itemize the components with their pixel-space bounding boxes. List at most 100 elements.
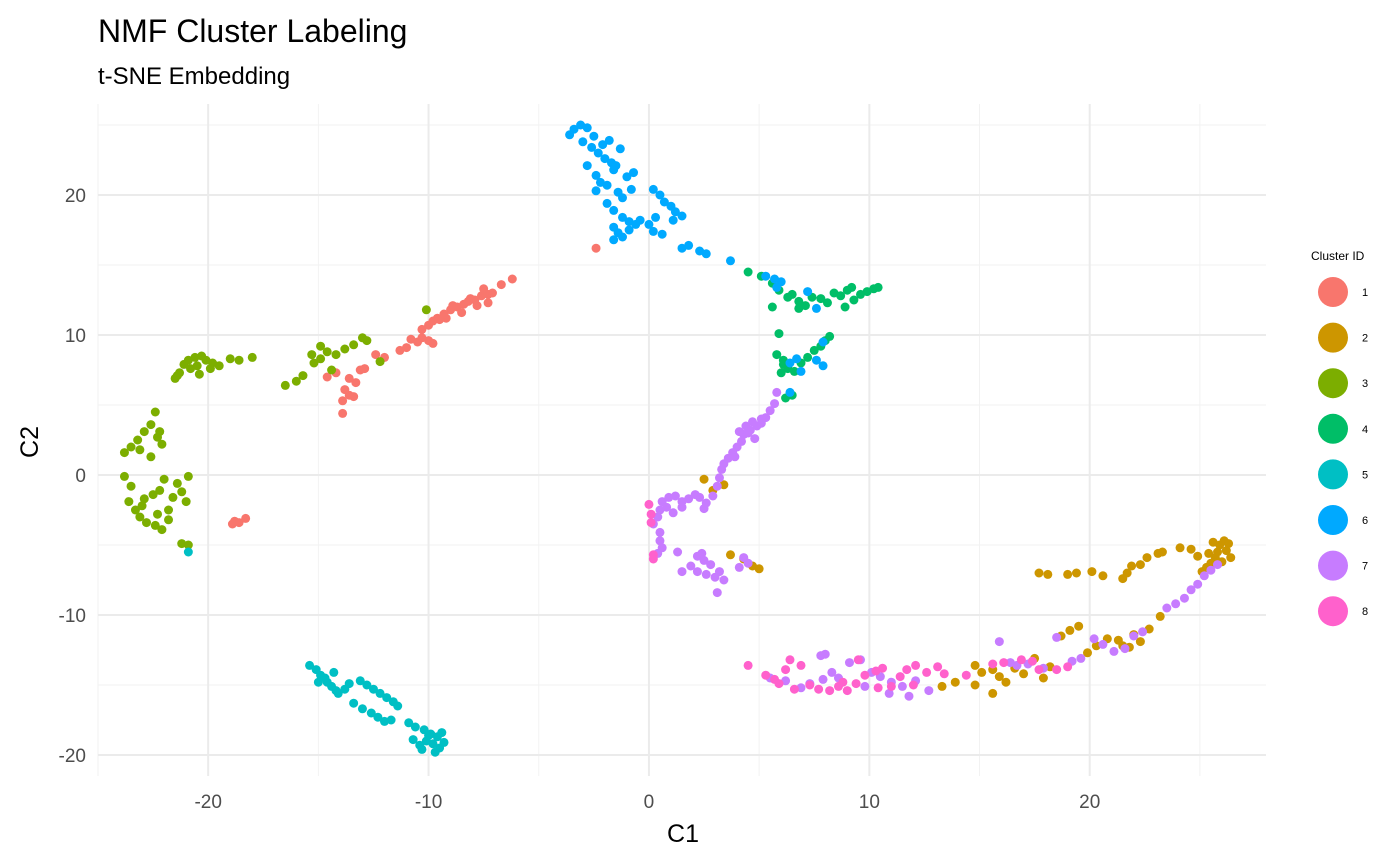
scatter-point-cluster-8 — [878, 663, 888, 673]
scatter-point-cluster-5 — [373, 712, 383, 722]
scatter-point-cluster-1 — [360, 364, 370, 374]
scatter-point-cluster-6 — [598, 140, 608, 150]
scatter-point-cluster-4 — [840, 302, 850, 312]
scatter-point-cluster-3 — [291, 376, 301, 386]
scatter-point-cluster-1 — [417, 324, 427, 334]
scatter-point-cluster-7 — [673, 547, 683, 557]
scatter-point-cluster-5 — [417, 744, 427, 754]
legend-label-4: 4 — [1362, 424, 1368, 436]
scatter-point-cluster-7 — [1186, 585, 1196, 595]
scatter-point-cluster-3 — [280, 380, 290, 390]
scatter-point-cluster-6 — [587, 142, 597, 152]
scatter-point-cluster-8 — [789, 684, 799, 694]
scatter-point-cluster-5 — [437, 728, 447, 738]
scatter-point-cluster-1 — [338, 396, 348, 406]
scatter-point-cluster-5 — [368, 684, 378, 694]
scatter-point-cluster-1 — [479, 284, 489, 294]
scatter-point-cluster-6 — [622, 172, 632, 182]
scatter-point-cluster-7 — [692, 567, 702, 577]
scatter-point-cluster-8 — [1016, 655, 1026, 665]
legend-label-2: 2 — [1362, 333, 1368, 345]
scatter-point-cluster-2 — [1193, 551, 1203, 561]
scatter-point-cluster-7 — [706, 560, 716, 570]
scatter-point-cluster-6 — [725, 256, 735, 266]
scatter-point-cluster-8 — [644, 499, 654, 509]
scatter-point-cluster-8 — [796, 660, 806, 670]
scatter-point-cluster-6 — [617, 212, 627, 222]
legend-key-8 — [1318, 596, 1348, 627]
chart-subtitle: t-SNE Embedding — [98, 63, 290, 90]
scatter-point-cluster-2 — [1135, 637, 1145, 647]
scatter-point-cluster-7 — [1052, 632, 1062, 642]
scatter-point-cluster-3 — [183, 471, 193, 481]
scatter-point-cluster-8 — [895, 672, 905, 682]
scatter-point-cluster-7 — [714, 567, 724, 577]
scatter-point-cluster-8 — [743, 660, 753, 670]
scatter-point-cluster-6 — [818, 337, 828, 347]
scatter-point-cluster-7 — [730, 452, 740, 462]
scatter-point-cluster-2 — [994, 672, 1004, 682]
scatter-point-cluster-8 — [860, 670, 870, 680]
legend-key-3 — [1318, 368, 1348, 399]
scatter-point-cluster-7 — [699, 504, 709, 514]
legend-key-4 — [1318, 413, 1348, 444]
scatter-point-cluster-3 — [421, 305, 431, 315]
scatter-point-cluster-7 — [655, 536, 665, 546]
scatter-point-cluster-4 — [825, 331, 835, 341]
scatter-point-cluster-4 — [743, 267, 753, 277]
scatter-point-cluster-4 — [836, 291, 846, 301]
scatter-point-cluster-1 — [591, 243, 601, 253]
scatter-point-cluster-8 — [646, 518, 656, 528]
y-tick-label: 0 — [75, 466, 86, 487]
plot-grid — [97, 104, 1266, 776]
scatter-point-cluster-4 — [789, 366, 799, 376]
scatter-point-cluster-2 — [699, 474, 709, 484]
scatter-point-cluster-7 — [1193, 579, 1203, 589]
x-axis-title: C1 — [667, 820, 699, 848]
scatter-point-cluster-6 — [582, 161, 592, 171]
scatter-point-cluster-2 — [1142, 553, 1152, 563]
scatter-point-cluster-5 — [375, 688, 385, 698]
legend-label-8: 8 — [1362, 606, 1368, 618]
scatter-point-cluster-2 — [1087, 567, 1097, 577]
scatter-point-cluster-6 — [624, 225, 634, 235]
scatter-point-cluster-7 — [677, 502, 687, 512]
scatter-point-cluster-2 — [1098, 571, 1108, 581]
scatter-point-cluster-7 — [772, 387, 782, 397]
scatter-point-cluster-7 — [897, 681, 907, 691]
scatter-point-cluster-4 — [794, 303, 804, 313]
y-axis-ticks: -20 -10 0 10 20 — [59, 186, 86, 767]
legend-label-5: 5 — [1362, 469, 1368, 481]
scatter-point-cluster-7 — [748, 417, 758, 427]
scatter-point-cluster-6 — [591, 186, 601, 196]
scatter-point-cluster-5 — [408, 735, 418, 745]
scatter-point-cluster-2 — [950, 677, 960, 687]
scatter-point-cluster-3 — [307, 350, 317, 360]
scatter-point-cluster-7 — [717, 464, 727, 474]
scatter-point-cluster-2 — [1019, 669, 1029, 679]
scatter-point-cluster-6 — [792, 354, 802, 364]
scatter-point-cluster-8 — [1027, 656, 1037, 666]
scatter-point-cluster-2 — [1038, 673, 1048, 683]
scatter-point-cluster-6 — [604, 135, 614, 145]
scatter-point-cluster-1 — [487, 288, 497, 298]
scatter-point-cluster-8 — [851, 679, 861, 689]
scatter-point-cluster-7 — [1129, 631, 1139, 641]
scatter-point-cluster-6 — [785, 358, 795, 368]
scatter-point-cluster-5 — [349, 698, 359, 708]
scatter-point-cluster-6 — [600, 154, 610, 164]
scatter-point-cluster-3 — [137, 501, 147, 511]
scatter-point-cluster-7 — [924, 686, 934, 696]
scatter-point-cluster-3 — [155, 427, 165, 437]
scatter-point-cluster-2 — [988, 688, 998, 698]
scatter-point-cluster-3 — [150, 407, 160, 417]
scatter-point-cluster-7 — [1171, 599, 1181, 609]
scatter-point-cluster-7 — [1089, 634, 1099, 644]
scatter-point-cluster-6 — [589, 131, 599, 141]
scatter-point-cluster-6 — [677, 211, 687, 221]
scatter-point-cluster-1 — [351, 378, 361, 388]
scatter-point-cluster-4 — [816, 294, 826, 304]
x-tick-label: -20 — [194, 792, 221, 813]
scatter-point-cluster-3 — [331, 350, 341, 360]
scatter-point-cluster-2 — [977, 667, 987, 677]
